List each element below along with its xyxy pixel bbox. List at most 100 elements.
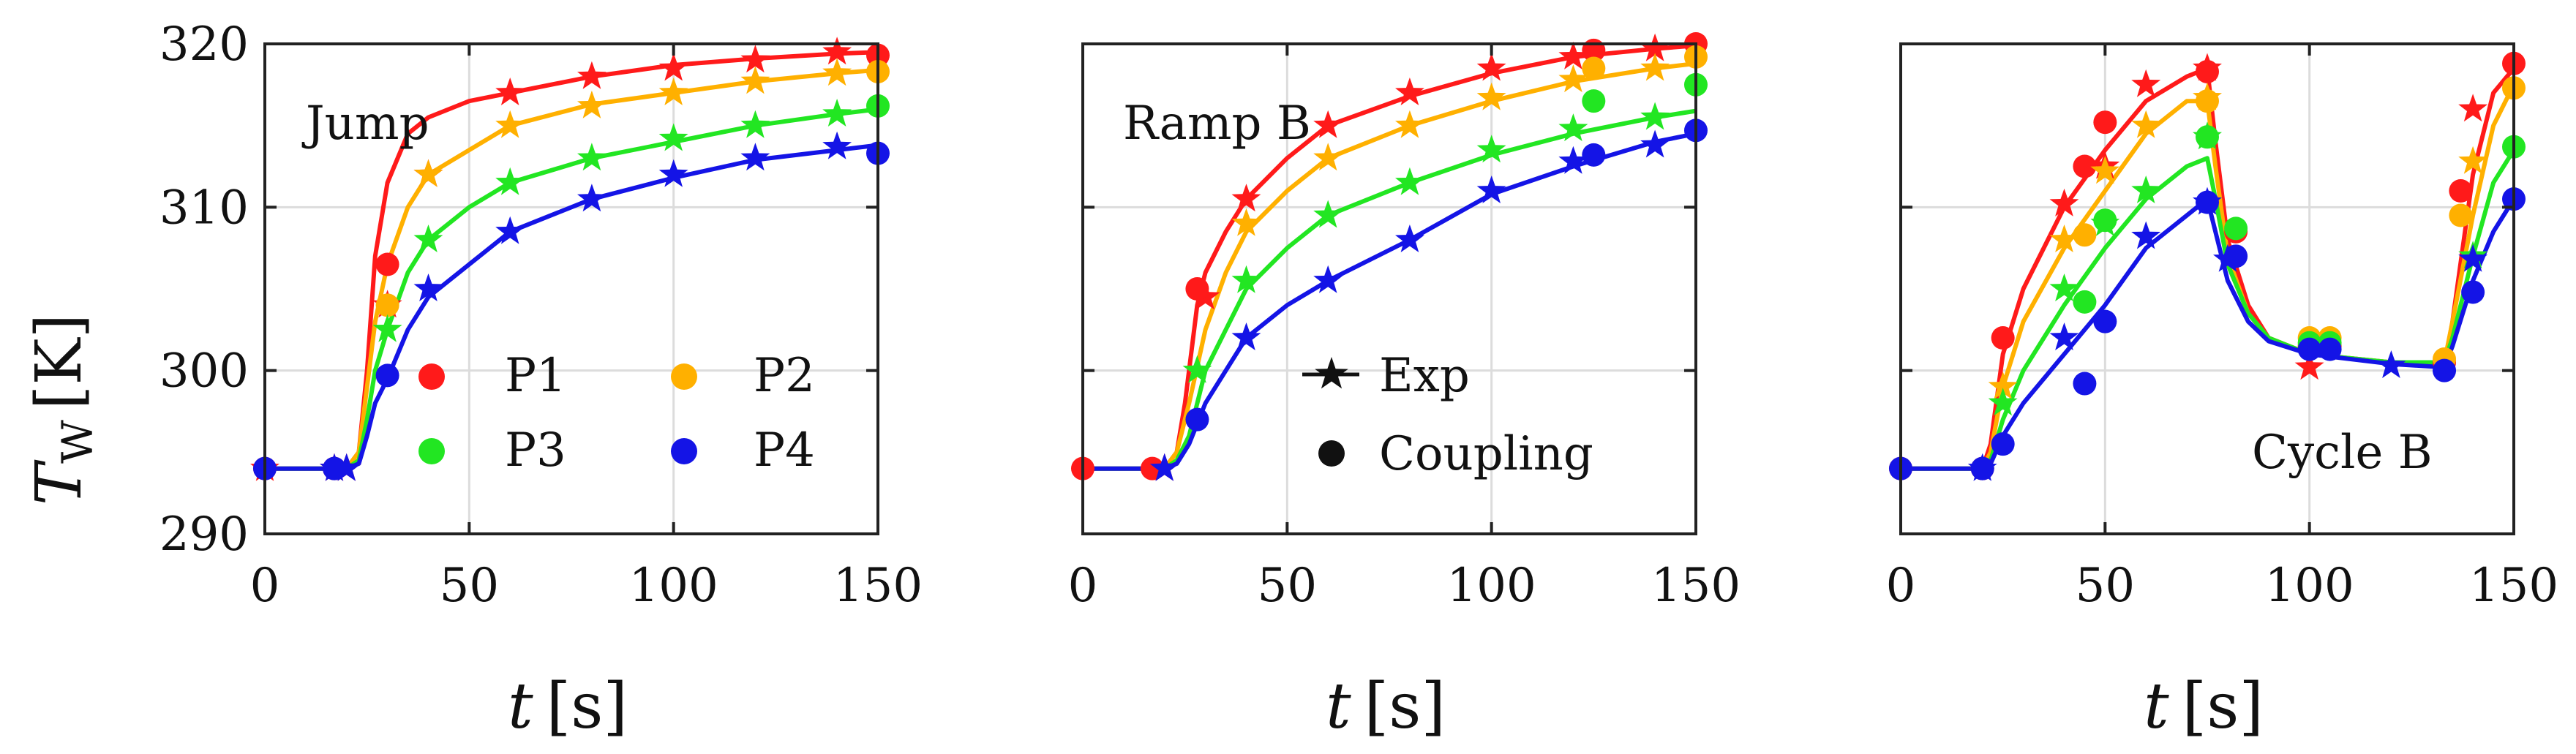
panel-title-ramp-b: Ramp B — [1123, 97, 1311, 151]
panel-ramp-b: 0 50 100 150 Ramp B — [1068, 32, 1741, 613]
exp-point-p1 — [1476, 53, 1506, 81]
exp-point-p4 — [2049, 323, 2079, 350]
exp-point-p4 — [2376, 350, 2406, 378]
coupling-point-p1 — [2093, 110, 2117, 135]
coupling-point-p1 — [2073, 154, 2097, 178]
y-axis-subscript: W — [53, 420, 102, 464]
exp-point-p3 — [495, 167, 525, 195]
exp-point-p2 — [1395, 110, 1424, 138]
series-line-p3 — [1083, 108, 1697, 471]
exp-point-p3 — [1558, 113, 1588, 142]
coupling-point-p4 — [1582, 143, 1606, 167]
legend-marker-p3 — [418, 438, 445, 464]
x-axis-unit: [s] — [547, 670, 628, 743]
coupling-point-p4 — [2433, 358, 2457, 382]
exp-point-p2 — [1640, 53, 1670, 81]
exp-point-p4 — [2131, 221, 2161, 249]
exp-point-p2 — [740, 66, 770, 94]
series-line-p2 — [1083, 61, 1697, 471]
panel-cycle-b: 0 50 100 150 Cycle B — [1886, 42, 2558, 613]
panel-title-cycle-b: Cycle B — [2252, 426, 2433, 480]
exp-point-p1 — [2458, 94, 2488, 122]
exp-point-p3 — [1395, 167, 1424, 195]
coupling-point-p4 — [2224, 244, 2248, 268]
exp-point-p1 — [2049, 188, 2079, 216]
legend-exp-label: Exp — [1379, 349, 1470, 403]
exp-point-p4 — [413, 274, 443, 301]
legend-coupling-marker — [1318, 440, 1345, 467]
exp-point-p3 — [1313, 200, 1343, 228]
exp-point-p4 — [1149, 453, 1179, 481]
exp-point-p3 — [1182, 355, 1212, 383]
exp-point-p4 — [331, 453, 361, 481]
x-tick-label: 150 — [1651, 559, 1741, 613]
legend-probes: P1 P2 P3 P4 — [418, 349, 815, 478]
exp-point-p2 — [1558, 64, 1588, 93]
x-tick-label: 0 — [250, 559, 280, 613]
legend-label-p1: P1 — [505, 349, 566, 403]
exp-point-p3 — [1988, 388, 2018, 416]
exp-point-p2 — [658, 78, 688, 105]
coupling-point-p2 — [2449, 203, 2473, 227]
x-tick-label: 0 — [1068, 559, 1098, 613]
plot-frame — [1081, 42, 1697, 535]
exp-point-p4 — [1640, 129, 1670, 158]
coupling-point-p4 — [375, 363, 399, 388]
exp-point-p1 — [577, 61, 607, 89]
exp-point-p3 — [577, 143, 607, 171]
x-tick-label: 50 — [1258, 559, 1317, 613]
coupling-point-p1 — [2449, 179, 2473, 203]
exp-point-p3 — [372, 314, 402, 342]
coupling-point-p4 — [1991, 432, 2015, 456]
coupling-point-p4 — [322, 456, 346, 480]
x-axis-label-cycle-b: t [s] — [2144, 670, 2264, 743]
exp-point-p4 — [2458, 244, 2488, 272]
exp-point-p2 — [495, 110, 525, 138]
coupling-point-p1 — [1185, 277, 1209, 301]
panel-title-jump: Jump — [301, 97, 429, 151]
exp-point-p3 — [413, 225, 443, 252]
series-line-p2 — [1901, 83, 2516, 471]
coupling-point-p4 — [2297, 337, 2321, 361]
x-axis-symbol: t — [508, 670, 533, 743]
exp-point-p3 — [658, 123, 688, 151]
exp-point-p2 — [2131, 110, 2161, 138]
y-axis-label: TW [K] — [23, 314, 102, 505]
x-tick-label: 100 — [629, 559, 718, 613]
coupling-point-p4 — [2196, 190, 2219, 214]
x-tick-label: 150 — [2469, 559, 2558, 613]
coupling-point-p4 — [1185, 407, 1209, 431]
plot-frame — [1899, 42, 2515, 535]
legend-marker-p1 — [418, 363, 445, 390]
coupling-point-p1 — [375, 252, 399, 276]
coupling-point-p3 — [2093, 208, 2117, 233]
exp-point-p3 — [822, 99, 852, 127]
exp-point-p2 — [822, 58, 852, 86]
x-tick-label: 50 — [2076, 559, 2135, 613]
exp-point-p2 — [2049, 225, 2079, 252]
x-tick-label: 100 — [1447, 559, 1536, 613]
x-axis-symbol: t — [1326, 670, 1351, 743]
coupling-point-p1 — [1991, 326, 2015, 350]
coupling-point-p3 — [2073, 290, 2097, 314]
exp-point-p2 — [2458, 146, 2488, 174]
exp-point-p4 — [1231, 323, 1261, 350]
coupling-point-p2 — [375, 293, 399, 317]
x-axis-label-ramp-b: t [s] — [1326, 670, 1446, 743]
legend-label-p4: P4 — [754, 423, 815, 478]
exp-point-p2 — [577, 90, 607, 118]
y-axis-unit: [K] — [23, 314, 96, 410]
exp-point-p3 — [1476, 135, 1506, 163]
x-axis-unit: [s] — [2182, 670, 2264, 743]
legend-marker-p4 — [671, 438, 697, 464]
series-line-p4 — [1083, 131, 1697, 471]
y-tick-label: 300 — [159, 344, 249, 399]
exp-point-p4 — [740, 143, 770, 171]
exp-point-p4 — [1476, 176, 1506, 203]
exp-point-p1 — [2294, 352, 2324, 380]
exp-point-p4 — [495, 216, 525, 244]
coupling-point-p2 — [2196, 89, 2219, 113]
coupling-point-p3 — [1582, 89, 1606, 113]
exp-point-p3 — [740, 110, 770, 138]
coupling-point-p3 — [2196, 125, 2219, 149]
